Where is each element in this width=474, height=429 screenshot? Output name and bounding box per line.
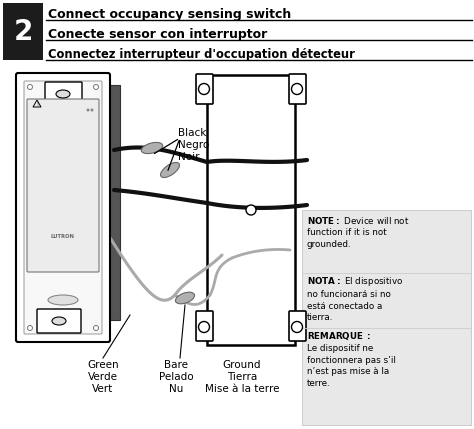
Circle shape <box>86 109 90 112</box>
FancyBboxPatch shape <box>45 82 82 106</box>
Ellipse shape <box>56 90 70 98</box>
Text: LUTRON: LUTRON <box>51 235 75 239</box>
FancyBboxPatch shape <box>289 311 306 341</box>
FancyBboxPatch shape <box>196 311 213 341</box>
Bar <box>302 210 471 425</box>
Text: Connectez interrupteur d'occupation détecteur: Connectez interrupteur d'occupation déte… <box>48 48 355 61</box>
Circle shape <box>292 84 302 94</box>
Bar <box>106 85 120 320</box>
FancyBboxPatch shape <box>289 74 306 104</box>
Circle shape <box>93 326 99 330</box>
Ellipse shape <box>52 317 66 325</box>
Bar <box>207 75 295 345</box>
Text: 2: 2 <box>13 18 33 46</box>
FancyBboxPatch shape <box>16 73 110 342</box>
Ellipse shape <box>141 142 163 154</box>
Circle shape <box>91 109 93 112</box>
FancyBboxPatch shape <box>27 99 99 272</box>
Circle shape <box>27 85 33 90</box>
Text: Bare
Pelado
Nu: Bare Pelado Nu <box>159 360 193 394</box>
Text: $\bf{NOTE:}$ Device will not
function if it is not
grounded.: $\bf{NOTE:}$ Device will not function if… <box>307 215 410 249</box>
Circle shape <box>199 321 210 332</box>
Text: Black
Negro
Noir: Black Negro Noir <box>178 128 209 162</box>
Circle shape <box>199 84 210 94</box>
FancyBboxPatch shape <box>24 81 102 334</box>
Text: Green
Verde
Vert: Green Verde Vert <box>87 360 119 394</box>
Ellipse shape <box>161 163 180 178</box>
Ellipse shape <box>175 292 194 304</box>
Text: $\bf{REMARQUE\ :}$
Le dispositif ne
fonctionnera pas s’il
n’est pas mise à la
te: $\bf{REMARQUE\ :}$ Le dispositif ne fonc… <box>307 330 396 388</box>
Text: Conecte sensor con interruptor: Conecte sensor con interruptor <box>48 28 267 41</box>
Text: Connect occupancy sensing switch: Connect occupancy sensing switch <box>48 8 291 21</box>
FancyBboxPatch shape <box>37 309 81 333</box>
Circle shape <box>246 205 256 215</box>
Bar <box>3 3 43 60</box>
Text: !: ! <box>36 103 38 108</box>
Circle shape <box>292 321 302 332</box>
Ellipse shape <box>48 295 78 305</box>
Circle shape <box>93 85 99 90</box>
Text: Ground
Tierra
Mise à la terre: Ground Tierra Mise à la terre <box>205 360 279 394</box>
FancyBboxPatch shape <box>196 74 213 104</box>
Circle shape <box>27 326 33 330</box>
Text: $\bf{NOTA:}$ El dispositivo
no funcionará si no
está conectado a
tierra.: $\bf{NOTA:}$ El dispositivo no funcionar… <box>307 275 403 322</box>
